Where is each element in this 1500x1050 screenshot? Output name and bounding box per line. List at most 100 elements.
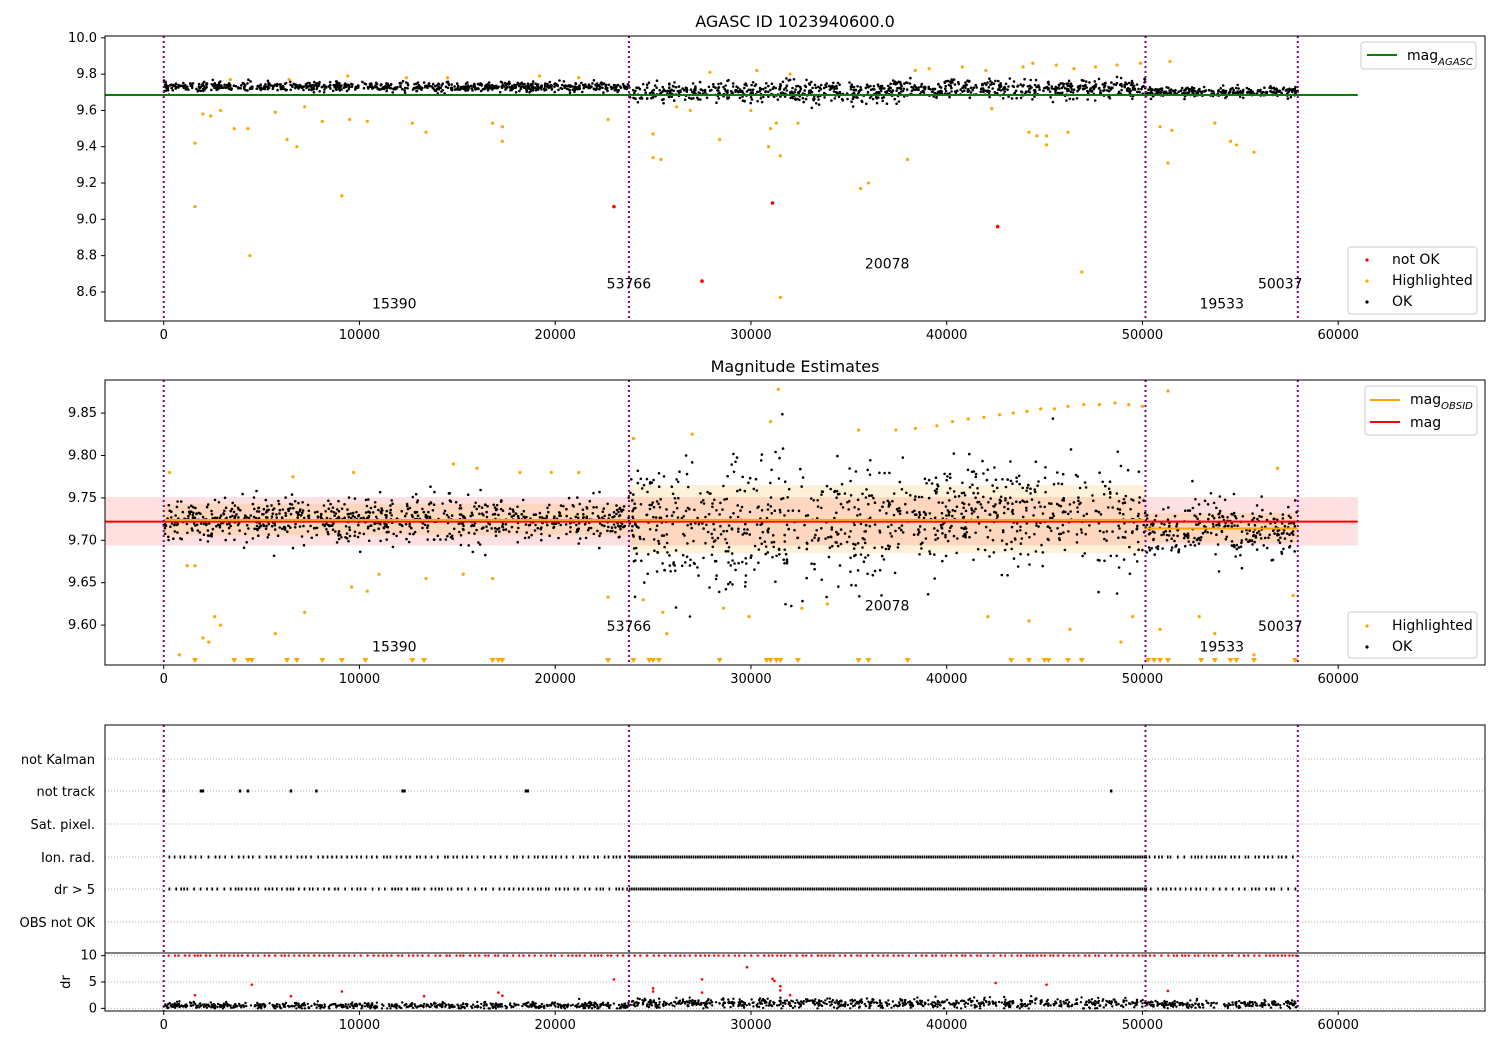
flag-mark	[1123, 887, 1126, 891]
ok-point	[803, 84, 807, 88]
flag-mark	[864, 887, 866, 891]
y-tick-label: 9.75	[68, 491, 97, 506]
ok-point	[411, 495, 415, 499]
ok-point	[952, 78, 956, 81]
flag-mark	[437, 855, 439, 859]
highlighted-point	[1011, 411, 1015, 415]
ok-point	[730, 463, 733, 466]
ok-point	[723, 498, 726, 501]
flag-mark	[895, 855, 897, 859]
ok-point	[708, 586, 711, 589]
flag-mark	[727, 887, 730, 891]
ok-point	[1136, 90, 1139, 94]
ok-point	[1011, 502, 1014, 506]
ok-point	[1021, 486, 1024, 490]
ok-point	[592, 532, 596, 536]
ok-point	[813, 83, 817, 87]
ok-point	[1170, 537, 1173, 540]
ok-point	[696, 516, 699, 520]
ok-point	[674, 501, 677, 505]
ok-point	[968, 96, 972, 99]
ok-point	[264, 498, 268, 502]
flag-mark	[1005, 887, 1007, 891]
flag-mark	[1119, 887, 1122, 891]
highlighted-point	[1140, 404, 1145, 408]
ok-point	[1088, 524, 1091, 527]
clipped-marker	[1164, 658, 1171, 663]
ok-point	[905, 511, 909, 514]
ok-point	[485, 515, 489, 519]
clipped-marker	[777, 658, 784, 663]
flag-mark	[1090, 855, 1093, 859]
ok-point	[193, 516, 197, 519]
flag-mark	[1024, 855, 1027, 859]
ok-point	[657, 539, 660, 543]
flag-mark	[1110, 855, 1113, 859]
ok-point	[170, 522, 174, 525]
flag-mark	[774, 855, 776, 859]
flag-mark	[1068, 855, 1071, 859]
ok-point	[1237, 87, 1240, 90]
ok-point	[215, 516, 219, 520]
ok-point	[177, 85, 181, 88]
ok-point	[174, 82, 178, 85]
ok-point	[399, 82, 403, 85]
flag-mark	[607, 855, 610, 859]
ok-point	[503, 85, 506, 88]
ok-point	[943, 472, 946, 476]
ok-point	[1289, 95, 1293, 99]
ok-point	[738, 96, 742, 100]
flag-mark	[782, 855, 785, 859]
flag-mark	[1162, 887, 1164, 891]
ok-point	[1069, 448, 1073, 451]
flag-mark	[588, 887, 591, 891]
ok-point	[1125, 89, 1129, 92]
ok-point	[692, 561, 696, 565]
ok-point	[743, 585, 747, 588]
ok-point	[487, 522, 490, 525]
ok-point	[672, 510, 675, 514]
flag-mark	[868, 887, 871, 891]
ok-point	[1055, 502, 1059, 506]
ok-point	[957, 494, 961, 498]
flag-mark	[637, 887, 640, 891]
ok-point	[1022, 83, 1025, 87]
flag-mark	[423, 887, 426, 891]
ok-point	[701, 499, 705, 502]
ok-point	[327, 84, 331, 88]
highlighted-point	[984, 68, 988, 73]
ok-point	[878, 509, 882, 512]
ok-point	[289, 88, 293, 92]
ok-point	[1041, 551, 1045, 554]
ok-point	[1003, 90, 1007, 93]
ok-point	[1108, 490, 1112, 494]
ok-point	[1082, 514, 1086, 517]
ok-point	[727, 78, 730, 82]
ok-point	[700, 501, 703, 504]
ok-point	[1200, 536, 1203, 539]
ok-point	[1015, 529, 1019, 533]
flag-mark	[206, 887, 208, 891]
ok-point	[1099, 91, 1102, 95]
ok-point	[316, 510, 319, 514]
highlighted-point	[606, 595, 610, 599]
ok-point	[894, 82, 897, 86]
flag-mark	[833, 887, 836, 891]
flag-mark	[1221, 855, 1223, 859]
ok-point	[665, 541, 669, 545]
ok-point	[581, 508, 585, 512]
ok-point	[1028, 84, 1032, 88]
ok-point	[494, 534, 498, 538]
flag-mark	[401, 789, 404, 793]
flag-mark	[1174, 887, 1177, 891]
flag-mark	[672, 855, 675, 859]
ok-point	[885, 91, 888, 95]
ok-point	[354, 86, 358, 90]
flag-mark	[218, 855, 221, 859]
ok-point	[1116, 507, 1120, 511]
ok-point	[470, 87, 474, 90]
flag-mark	[796, 887, 798, 891]
ok-point	[882, 558, 886, 561]
legend-not-ok: not OK	[1392, 252, 1440, 268]
ok-point	[919, 542, 923, 546]
